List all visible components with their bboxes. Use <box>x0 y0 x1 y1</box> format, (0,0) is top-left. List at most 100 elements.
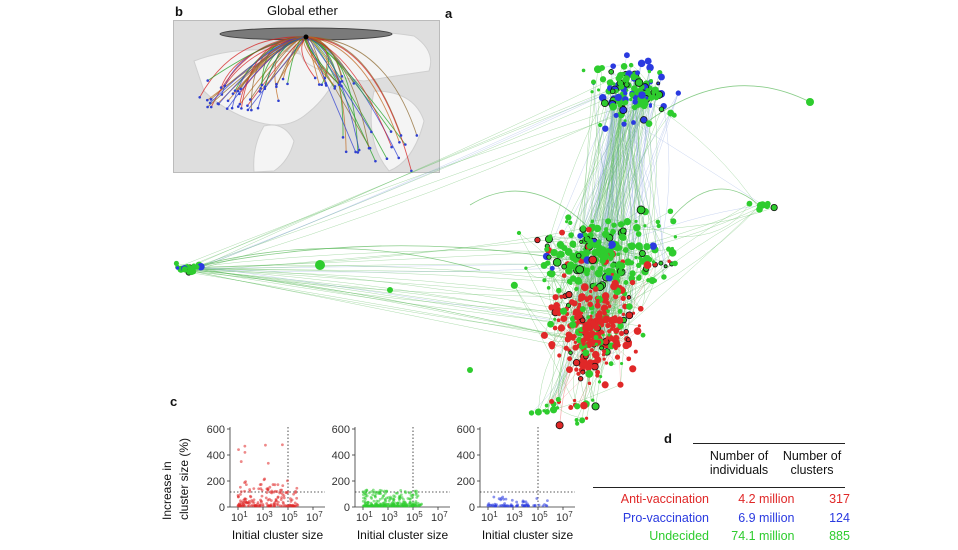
network-node <box>528 410 535 416</box>
map-node <box>258 90 262 93</box>
scatter-point <box>243 489 246 493</box>
network-node <box>574 367 579 372</box>
network-node <box>586 226 592 233</box>
scatter-point <box>265 491 269 494</box>
scatter-point <box>237 504 241 508</box>
network-node <box>568 405 574 410</box>
scatter-point <box>383 489 386 493</box>
map-node <box>356 151 360 154</box>
network-node <box>546 270 553 277</box>
scatter-point <box>278 504 282 508</box>
scatter-point <box>504 497 508 501</box>
map-node <box>246 104 249 107</box>
map-node <box>324 82 327 85</box>
network-edge <box>193 271 584 344</box>
map-node <box>238 92 241 96</box>
scatter-point <box>251 503 254 507</box>
network-node <box>575 265 585 274</box>
network-node <box>610 262 616 269</box>
network-node <box>616 252 621 257</box>
network-node <box>651 260 656 264</box>
network-node <box>587 301 593 308</box>
network-edge <box>624 86 646 291</box>
network-edge <box>573 99 616 246</box>
x-tick-exponent: 1 <box>243 510 248 519</box>
scatter-point <box>257 487 261 491</box>
network-edge <box>563 87 651 276</box>
map-node <box>357 148 361 152</box>
scatter-point <box>486 503 490 507</box>
network-node <box>585 370 594 378</box>
scatter-point <box>253 504 257 508</box>
scatter-point <box>361 493 365 497</box>
x-tick-label: 105 <box>281 510 298 524</box>
network-node <box>548 234 553 239</box>
network-node <box>534 408 542 416</box>
network-nodes <box>173 52 814 430</box>
network-edge <box>180 269 592 326</box>
map-node <box>338 80 342 84</box>
scatter-point <box>239 490 243 494</box>
x-tick-label: 107 <box>556 510 573 524</box>
network-node <box>580 283 589 292</box>
network-node <box>663 264 668 269</box>
network-node <box>621 100 627 106</box>
y-tick-label: 0 <box>344 502 350 514</box>
map-links-group <box>198 36 419 172</box>
network-node <box>572 398 577 403</box>
scatter-plot-anti-vaccination: 600 400 200 0 101 103 105 107 Initial cluster si… <box>207 424 325 542</box>
network-node <box>591 402 600 411</box>
map-node <box>236 105 240 108</box>
scatter-point <box>387 504 390 508</box>
map-node <box>313 76 317 80</box>
network-node <box>617 381 624 388</box>
network-node <box>590 90 594 94</box>
network-node <box>574 277 583 285</box>
network-node <box>621 121 627 127</box>
map-node <box>333 85 337 88</box>
network-node <box>636 205 646 215</box>
network-node <box>622 247 629 253</box>
map-node <box>341 136 345 139</box>
network-node <box>602 125 609 132</box>
network-graph <box>173 52 814 430</box>
table-row-undecided: Undecided 74.1 million 885 <box>594 529 850 543</box>
network-node <box>620 234 627 241</box>
network-edge <box>514 285 576 406</box>
network-node <box>626 356 632 362</box>
scatter-point <box>407 491 411 495</box>
y-tick-label: 400 <box>207 450 225 462</box>
network-node <box>629 279 636 286</box>
map-node <box>389 130 393 133</box>
scatter-point <box>280 488 284 492</box>
network-node <box>549 265 555 271</box>
network-node <box>594 342 599 346</box>
network-node <box>623 217 632 226</box>
land-south-america <box>253 124 295 172</box>
network-node <box>561 273 567 278</box>
network-node <box>626 303 633 310</box>
network-edge <box>177 97 652 268</box>
map-node <box>399 134 403 137</box>
network-node <box>605 336 610 340</box>
network-node <box>635 231 642 237</box>
network-node <box>634 255 638 260</box>
network-node <box>638 249 646 257</box>
network-edges <box>176 55 811 426</box>
network-node <box>608 268 616 276</box>
scatter-point <box>248 494 252 498</box>
network-node <box>746 200 753 207</box>
scatter-point <box>262 478 266 482</box>
network-node <box>577 302 582 307</box>
network-node <box>516 230 522 236</box>
network-node <box>568 350 573 355</box>
map-node <box>198 96 202 99</box>
scatter-point <box>370 497 374 500</box>
network-node <box>760 201 764 206</box>
scatter-point <box>381 501 385 505</box>
scatter-point <box>281 484 285 487</box>
map-node <box>286 82 289 86</box>
network-node <box>592 287 597 292</box>
network-node <box>576 253 582 259</box>
scatter-point <box>398 495 402 499</box>
